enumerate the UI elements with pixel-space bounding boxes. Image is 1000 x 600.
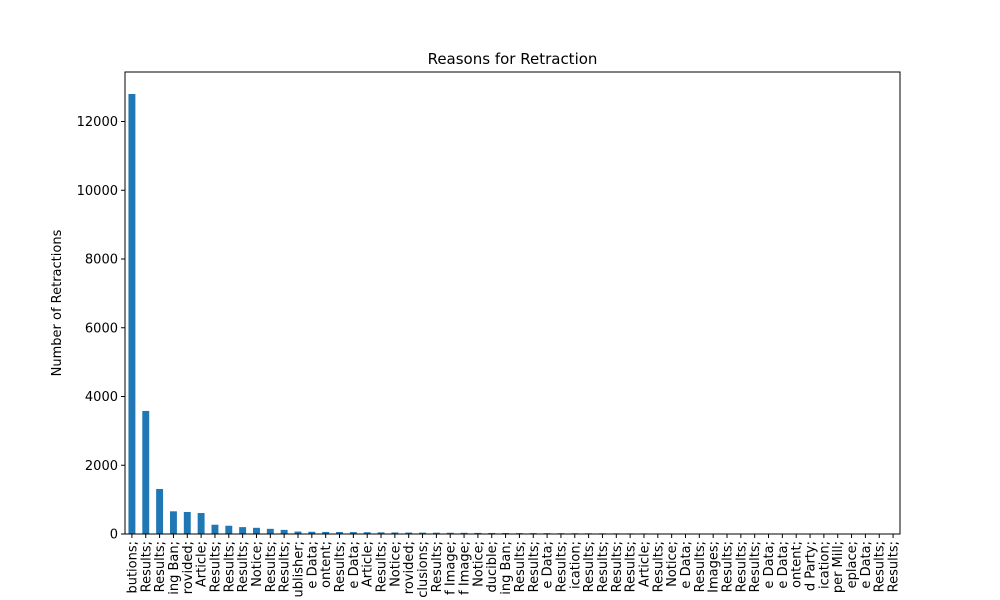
x-tick-label: ducible; [485,541,500,593]
bar [432,532,440,534]
x-tick-label: Results; [610,541,625,592]
x-tick-label: ontent; [319,541,334,588]
x-tick-label: ication; [568,541,583,589]
bar [308,531,316,534]
x-tick-label: Article; [361,541,376,587]
y-tick-label: 2000 [85,459,118,474]
x-tick-label: Results; [430,541,445,592]
bar [377,532,385,534]
x-tick-label: Results; [222,541,237,592]
y-tick-label: 10000 [77,184,118,199]
x-tick-label: Article; [195,541,210,587]
bar [280,529,288,535]
bar [169,511,177,534]
bar [391,532,399,534]
x-tick-label: Results; [693,541,708,592]
x-tick-label: Notice; [250,541,265,587]
bar [142,410,150,534]
bar [294,531,302,534]
y-tick-label: 4000 [85,390,118,405]
x-tick-label: e Data; [305,541,320,589]
y-tick-label: 8000 [85,253,118,268]
x-tick-label: Results; [375,541,390,592]
x-tick-label: rovided; [402,541,417,594]
x-tick-label: Results; [139,541,154,592]
x-tick-label: e Data; [776,541,791,589]
axes-frame [124,71,901,535]
bar [266,528,274,534]
x-tick-label: Results; [236,541,251,592]
x-tick-label: d Party; [804,541,819,591]
x-tick-label: Results; [264,541,279,592]
x-tick-label: Results; [748,541,763,592]
x-tick-label: e Data; [347,541,362,589]
x-tick-label: Results; [651,541,666,592]
bar [239,527,247,535]
x-tick-label: Article; [637,541,652,587]
x-tick-label: f Image; [444,541,459,595]
x-tick-label: butions; [125,541,140,594]
bar [474,532,482,534]
bar [336,532,343,534]
bar [253,527,260,534]
x-tick-label: f Image; [458,541,473,595]
plot-area: 020004000600080001000012000butions;Resul… [77,71,902,598]
bar [156,488,164,534]
x-tick-label: rovided; [181,541,196,594]
bar [197,513,205,534]
bar [211,524,219,534]
bar [363,532,371,534]
bar [349,532,357,534]
y-tick-label: 12000 [77,115,118,130]
x-tick-label: Results; [887,541,902,592]
x-tick-label: Results; [513,541,528,592]
x-tick-label: ing Ban; [499,541,514,595]
x-tick-label: clusions; [416,541,431,598]
x-tick-label: Results; [153,541,168,592]
x-tick-label: Notice; [388,541,403,587]
x-tick-label: per Mill; [831,541,846,593]
x-tick-label: Results; [582,541,597,592]
bar [419,532,426,535]
x-tick-label: Results; [208,541,223,592]
x-tick-label: e Data; [859,541,874,589]
x-tick-label: eplace; [845,541,860,588]
y-tick-label: 6000 [85,321,118,336]
x-tick-label: ication; [817,541,832,589]
y-axis-label: Number of Retractions [50,229,65,376]
bar [488,532,496,534]
x-tick-label: Results; [734,541,749,592]
x-tick-label: Results; [624,541,639,592]
x-tick-label: e Data; [762,541,777,589]
bar [128,94,136,534]
bar [225,525,233,534]
bar [446,532,454,534]
bar [460,532,468,534]
x-tick-label: Notice; [665,541,680,587]
bar [183,512,191,534]
x-tick-label: e Data; [541,541,556,589]
x-tick-label: Images; [707,541,722,593]
x-tick-label: Results; [721,541,736,592]
y-tick-label: 0 [110,528,118,543]
bar [405,532,413,534]
x-tick-label: Results; [554,541,569,592]
bar [322,531,330,534]
x-tick-label: ontent; [790,541,805,588]
x-tick-label: Results; [527,541,542,592]
x-tick-label: Results; [333,541,348,592]
chart-title: Reasons for Retraction [428,50,598,68]
x-tick-label: ing Ban; [167,541,182,595]
x-tick-label: Results; [873,541,888,592]
x-tick-label: Results; [596,541,611,592]
x-tick-label: Notice; [471,541,486,587]
x-tick-label: e Data; [679,541,694,589]
x-tick-label: Results; [278,541,293,592]
x-tick-label: ublisher; [291,541,306,597]
